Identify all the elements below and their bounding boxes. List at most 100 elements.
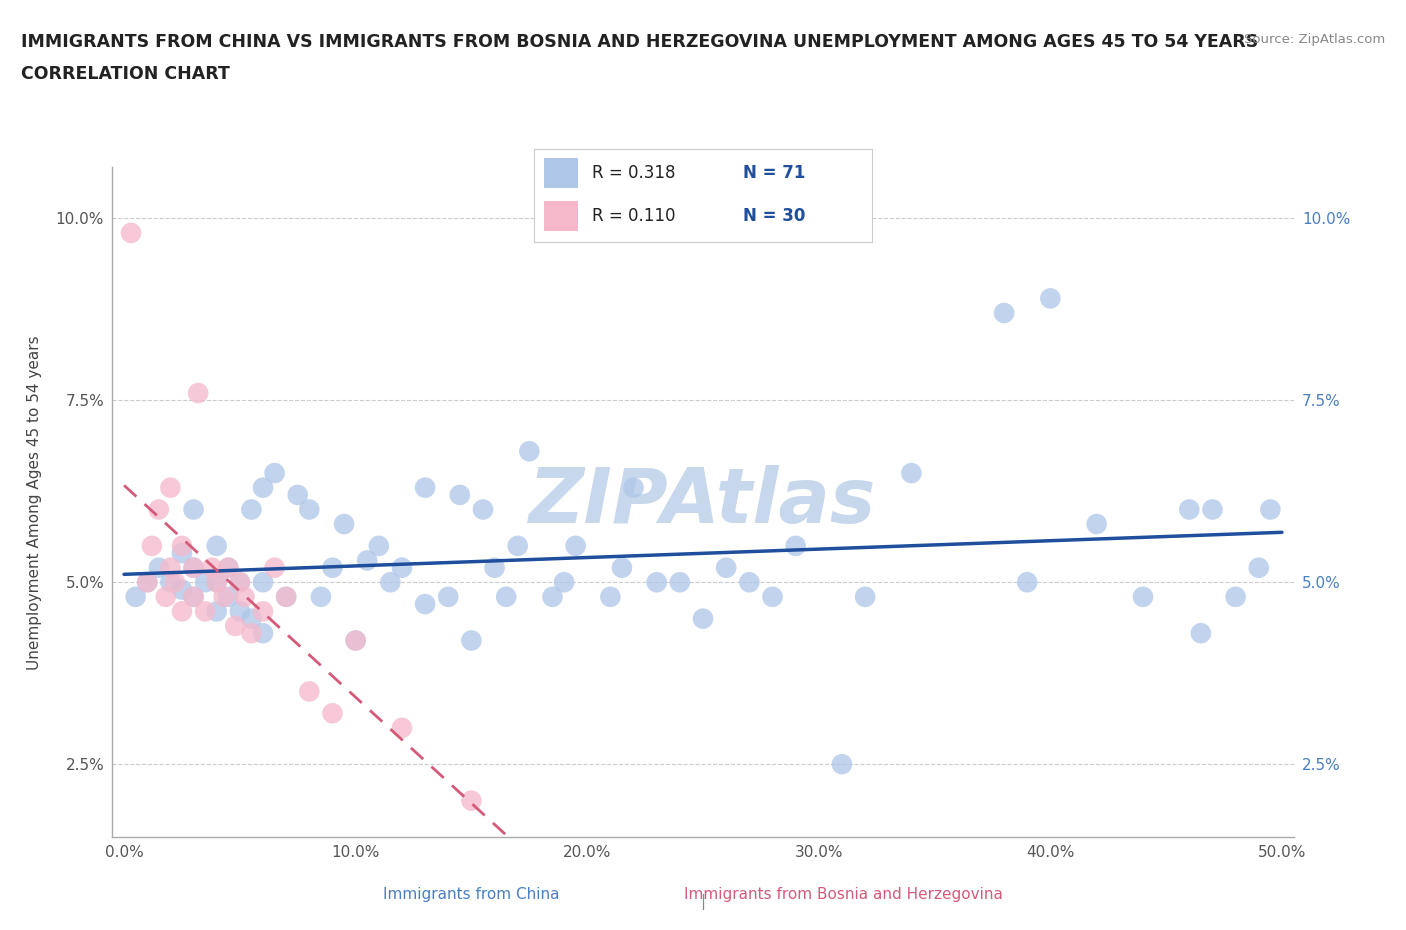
- Point: [224, 618, 246, 633]
- Point: [484, 560, 506, 575]
- Point: [785, 538, 807, 553]
- Point: [714, 560, 737, 575]
- Point: [367, 538, 389, 553]
- Bar: [544, 158, 578, 188]
- Point: [183, 590, 205, 604]
- Point: [194, 575, 217, 590]
- Point: [201, 560, 224, 575]
- Point: [163, 575, 186, 590]
- Point: [645, 575, 668, 590]
- Point: [136, 575, 159, 590]
- Point: [276, 590, 298, 604]
- Point: [217, 560, 239, 575]
- Point: [1247, 560, 1270, 575]
- Point: [344, 633, 367, 648]
- Text: N = 71: N = 71: [744, 164, 806, 182]
- Point: [541, 590, 564, 604]
- Point: [170, 538, 193, 553]
- Point: [460, 793, 482, 808]
- Point: [413, 480, 436, 495]
- Point: [1225, 590, 1247, 604]
- Point: [738, 575, 761, 590]
- Point: [194, 604, 217, 618]
- Point: [252, 575, 274, 590]
- Point: [229, 575, 252, 590]
- Point: [205, 604, 228, 618]
- Point: [120, 225, 142, 240]
- Point: [159, 480, 181, 495]
- Point: [1132, 590, 1154, 604]
- Point: [1260, 502, 1282, 517]
- Point: [1178, 502, 1201, 517]
- Point: [263, 466, 285, 481]
- Point: [170, 546, 193, 561]
- Point: [183, 590, 205, 604]
- Point: [1189, 626, 1212, 641]
- Text: Immigrants from Bosnia and Herzegovina: Immigrants from Bosnia and Herzegovina: [685, 887, 1002, 902]
- Point: [229, 575, 252, 590]
- Y-axis label: Unemployment Among Ages 45 to 54 years: Unemployment Among Ages 45 to 54 years: [27, 335, 42, 670]
- Point: [900, 466, 922, 481]
- Text: R = 0.318: R = 0.318: [592, 164, 675, 182]
- Point: [380, 575, 402, 590]
- Point: [240, 502, 263, 517]
- Point: [183, 502, 205, 517]
- Point: [610, 560, 633, 575]
- Point: [183, 560, 205, 575]
- Point: [599, 590, 621, 604]
- Point: [217, 590, 239, 604]
- Point: [276, 590, 298, 604]
- Point: [1085, 516, 1108, 531]
- Point: [391, 721, 413, 736]
- Point: [287, 487, 309, 502]
- Point: [1017, 575, 1039, 590]
- Text: ZIPAtlas: ZIPAtlas: [529, 465, 877, 539]
- Point: [148, 560, 170, 575]
- Point: [233, 590, 256, 604]
- Point: [240, 611, 263, 626]
- Point: [356, 553, 378, 568]
- Point: [298, 684, 321, 698]
- Point: [205, 538, 228, 553]
- Point: [495, 590, 517, 604]
- Point: [321, 560, 343, 575]
- Point: [344, 633, 367, 648]
- Point: [212, 590, 235, 604]
- Text: R = 0.110: R = 0.110: [592, 206, 675, 225]
- Point: [252, 626, 274, 641]
- Point: [391, 560, 413, 575]
- Point: [506, 538, 529, 553]
- Point: [831, 757, 853, 772]
- Point: [993, 306, 1015, 321]
- Point: [623, 480, 645, 495]
- Point: [333, 516, 356, 531]
- Text: CORRELATION CHART: CORRELATION CHART: [21, 65, 231, 83]
- Text: Immigrants from China: Immigrants from China: [382, 887, 560, 902]
- Point: [413, 597, 436, 612]
- Point: [1039, 291, 1062, 306]
- Point: [761, 590, 783, 604]
- Point: [437, 590, 460, 604]
- Point: [136, 575, 159, 590]
- Point: [853, 590, 876, 604]
- Point: [170, 604, 193, 618]
- Bar: [544, 201, 578, 231]
- Point: [321, 706, 343, 721]
- Point: [148, 502, 170, 517]
- Point: [159, 575, 181, 590]
- Point: [217, 560, 239, 575]
- Point: [205, 575, 228, 590]
- Point: [669, 575, 692, 590]
- Text: IMMIGRANTS FROM CHINA VS IMMIGRANTS FROM BOSNIA AND HERZEGOVINA UNEMPLOYMENT AMO: IMMIGRANTS FROM CHINA VS IMMIGRANTS FROM…: [21, 33, 1258, 50]
- Point: [124, 590, 146, 604]
- Point: [183, 560, 205, 575]
- Point: [564, 538, 586, 553]
- Point: [692, 611, 714, 626]
- Point: [309, 590, 332, 604]
- Point: [205, 575, 228, 590]
- Point: [263, 560, 285, 575]
- Text: Source: ZipAtlas.com: Source: ZipAtlas.com: [1244, 33, 1385, 46]
- Point: [240, 626, 263, 641]
- Point: [187, 386, 209, 401]
- Point: [298, 502, 321, 517]
